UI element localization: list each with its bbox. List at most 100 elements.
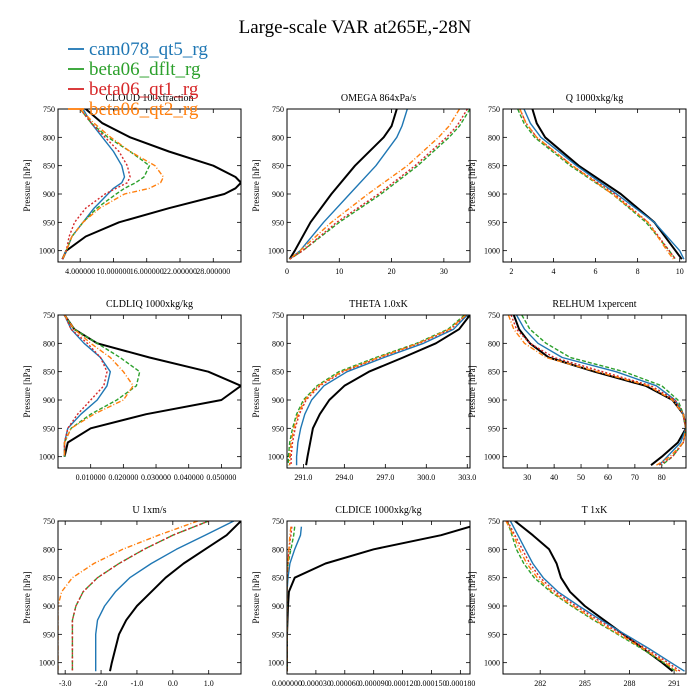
y-tick-label: 850 — [272, 368, 284, 377]
panel-frame — [57, 520, 242, 675]
y-tick-label: 800 — [43, 545, 55, 554]
series-line-beta06_qt2_rg — [289, 109, 461, 260]
y-tick-label: 950 — [488, 218, 500, 227]
y-tick-label: 900 — [488, 396, 500, 405]
x-tick-label: 10 — [676, 267, 684, 276]
series-line-beta06_qt1_rg — [510, 315, 686, 466]
panel-8: CLDICE 1000xkg/kg Pressure [hPa] 750 800 850… — [251, 505, 475, 688]
y-tick-label: 950 — [488, 630, 500, 639]
y-tick-label: 950 — [272, 424, 284, 433]
series-group — [517, 109, 685, 260]
series-line-beta06_qt2_rg — [507, 315, 686, 466]
panel-frame — [286, 314, 471, 469]
series-line-black — [305, 315, 470, 466]
x-tick-label: 50 — [577, 473, 585, 482]
panel-frame — [286, 520, 471, 675]
x-tick-label: 30 — [440, 267, 448, 276]
x-tick-label: 4.000000 — [65, 267, 95, 276]
x-tick-label: 10.000000 — [96, 267, 130, 276]
y-tick-label: 800 — [272, 545, 284, 554]
y-tick-label: 900 — [272, 396, 284, 405]
y-tick-label: 900 — [488, 602, 500, 611]
y-tick-label: 1000 — [39, 453, 55, 462]
y-tick-label: 750 — [272, 311, 284, 320]
x-tick-label: 297.0 — [376, 473, 394, 482]
series-line-beta06_qt2_rg — [505, 521, 678, 672]
x-tick-label: 0.000060 — [330, 679, 360, 688]
x-tick-label: -3.0 — [59, 679, 72, 688]
y-axis-label: Pressure [hPa] — [22, 159, 32, 211]
y-tick-label: 900 — [272, 190, 284, 199]
y-tick-label: 950 — [43, 630, 55, 639]
x-tick-label: 28.000000 — [196, 267, 230, 276]
y-tick-label: 1000 — [39, 659, 55, 668]
series-line-cam078_qt5_rg — [515, 315, 686, 466]
panel-frame — [502, 520, 687, 675]
x-tick-label: -2.0 — [95, 679, 108, 688]
y-tick-label: 750 — [488, 105, 500, 114]
panel-frame — [57, 108, 242, 263]
y-tick-label: 800 — [43, 133, 55, 142]
panel-4: CLDLIQ 1000xkg/kg Pressure [hPa] 750 800 850… — [22, 299, 242, 482]
y-axis-label: Pressure [hPa] — [251, 159, 261, 211]
x-tick-label: 8 — [636, 267, 640, 276]
y-tick-label: 750 — [43, 105, 55, 114]
x-tick-label: 0.030000 — [141, 473, 171, 482]
x-tick-label: 300.0 — [417, 473, 435, 482]
panel-frame — [502, 108, 687, 263]
y-tick-label: 800 — [272, 339, 284, 348]
x-tick-label: 285 — [579, 679, 591, 688]
y-tick-label: 900 — [43, 602, 55, 611]
y-tick-label: 1000 — [268, 247, 284, 256]
series-line-beta06_dflt_rg — [506, 521, 677, 672]
series-group — [505, 521, 685, 672]
x-tick-label: 0.000090 — [359, 679, 389, 688]
y-axis-label: Pressure [hPa] — [22, 365, 32, 417]
panel-9: T 1xK Pressure [hPa] 750 800 850 900 950 1000 28… — [467, 505, 687, 688]
series-group — [63, 315, 241, 457]
y-axis-label: Pressure [hPa] — [251, 365, 261, 417]
series-line-beta06_qt1_rg — [71, 521, 209, 672]
x-tick-label: 291.0 — [294, 473, 312, 482]
y-tick-label: 850 — [43, 574, 55, 583]
legend-label: cam078_qt5_rg — [89, 39, 208, 60]
series-line-cam078_qt5_rg — [295, 315, 468, 466]
x-tick-label: 291 — [668, 679, 680, 688]
y-axis-label: Pressure [hPa] — [467, 365, 477, 417]
x-tick-label: 60 — [604, 473, 612, 482]
panel-frame — [57, 314, 242, 469]
series-line-beta06_dflt_rg — [61, 109, 151, 260]
series-group — [58, 521, 241, 672]
series-line-cam078_qt5_rg — [523, 109, 685, 260]
panel-frame — [286, 108, 471, 263]
x-tick-label: 0 — [285, 267, 289, 276]
y-tick-label: 800 — [272, 133, 284, 142]
y-tick-label: 1000 — [39, 247, 55, 256]
panel-title: RELHUM 1xpercent — [552, 299, 636, 310]
series-line-cam078_qt5_rg — [63, 315, 112, 457]
y-tick-label: 950 — [272, 630, 284, 639]
series-line-beta06_dflt_rg — [287, 526, 296, 672]
x-tick-label: 0.000000 — [272, 679, 302, 688]
y-tick-label: 950 — [488, 424, 500, 433]
x-tick-label: 303.0 — [458, 473, 476, 482]
series-group — [288, 109, 470, 260]
y-tick-label: 1000 — [484, 247, 500, 256]
legend: cam078_qt5_rgbeta06_dflt_rgbeta06_qt1_rg… — [68, 39, 208, 120]
x-tick-label: 288 — [623, 679, 635, 688]
series-line-beta06_qt1_rg — [61, 109, 131, 260]
legend-label: beta06_qt2_rg — [89, 99, 199, 120]
y-tick-label: 1000 — [484, 453, 500, 462]
y-tick-label: 850 — [488, 162, 500, 171]
x-tick-label: 10 — [335, 267, 343, 276]
y-tick-label: 950 — [272, 218, 284, 227]
y-tick-label: 1000 — [268, 659, 284, 668]
x-tick-label: 40 — [550, 473, 558, 482]
series-line-beta06_dflt_rg — [289, 109, 470, 260]
panel-title: CLDICE 1000xkg/kg — [335, 505, 421, 516]
y-tick-label: 750 — [43, 517, 55, 526]
y-tick-label: 950 — [43, 218, 55, 227]
y-tick-label: 750 — [488, 517, 500, 526]
y-axis-label: Pressure [hPa] — [22, 571, 32, 623]
